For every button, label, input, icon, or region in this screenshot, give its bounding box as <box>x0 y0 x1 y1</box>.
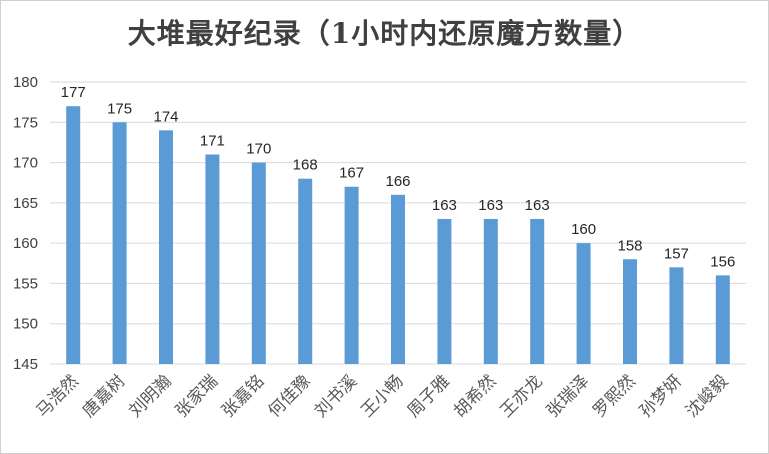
bar <box>205 154 220 364</box>
bar <box>66 106 81 365</box>
y-axis-ticks: 145 150 155 160 165 170 175 180 <box>13 74 38 373</box>
y-tick-label: 145 <box>13 356 38 373</box>
x-tick-label: 胡希然 <box>450 371 500 421</box>
bars <box>66 106 730 365</box>
bar <box>251 162 266 364</box>
bar <box>483 218 498 364</box>
bar <box>437 218 452 364</box>
bar <box>159 130 173 364</box>
x-tick-label: 何佳豫 <box>265 371 315 421</box>
data-label: 168 <box>293 157 318 174</box>
data-label: 167 <box>339 165 364 182</box>
x-tick-label: 沈峻毅 <box>682 371 732 421</box>
x-tick-label: 罗熙然 <box>589 371 639 421</box>
y-tick-label: 160 <box>13 235 38 252</box>
bar <box>112 122 127 365</box>
x-tick-label: 张瑞泽 <box>543 371 593 421</box>
bar <box>391 194 405 364</box>
x-tick-label: 王亦龙 <box>497 371 547 421</box>
x-tick-label: 张嘉铭 <box>218 371 268 421</box>
y-tick-label: 180 <box>13 74 38 91</box>
data-label: 163 <box>525 197 550 214</box>
data-label: 163 <box>432 197 457 214</box>
x-tick-label: 孙梦妍 <box>636 371 686 421</box>
x-tick-label: 刘书溪 <box>311 371 361 421</box>
x-tick-label: 张家瑞 <box>172 371 222 421</box>
chart-title: 大堆最好纪录（1小时内还原魔方数量） <box>127 17 642 50</box>
data-label: 174 <box>153 108 178 125</box>
x-tick-label: 马浩然 <box>33 371 83 421</box>
data-label: 170 <box>246 141 271 158</box>
bar <box>669 267 684 364</box>
y-tick-label: 155 <box>13 275 38 292</box>
y-tick-label: 165 <box>13 195 38 212</box>
bar <box>715 275 730 364</box>
data-label: 156 <box>710 253 735 270</box>
y-tick-label: 175 <box>13 114 38 131</box>
data-label: 177 <box>61 84 86 101</box>
data-label: 171 <box>200 133 225 150</box>
x-tick-label: 唐嘉树 <box>78 371 129 422</box>
data-label: 158 <box>617 237 642 254</box>
data-label: 166 <box>385 173 410 190</box>
bar <box>576 243 591 364</box>
x-tick-label: 周子雅 <box>404 371 454 421</box>
bar <box>623 259 637 364</box>
data-label: 163 <box>478 197 503 214</box>
y-tick-label: 170 <box>13 155 38 172</box>
x-tick-label: 刘明瀚 <box>125 371 175 421</box>
bar <box>530 218 545 364</box>
bar <box>344 186 359 364</box>
bar <box>298 178 313 364</box>
x-axis-ticks: 马浩然唐嘉树刘明瀚张家瑞张嘉铭何佳豫刘书溪王小畅周子雅胡希然王亦龙张瑞泽罗熙然孙… <box>33 371 733 422</box>
data-label: 175 <box>107 100 132 117</box>
x-tick-label: 王小畅 <box>357 371 407 421</box>
y-tick-label: 150 <box>13 316 38 333</box>
data-label: 157 <box>664 245 689 262</box>
data-labels: 177 175 174 171 170 168 167 166 163 163 163 160 158 1… <box>61 84 736 270</box>
data-label: 160 <box>571 221 596 238</box>
